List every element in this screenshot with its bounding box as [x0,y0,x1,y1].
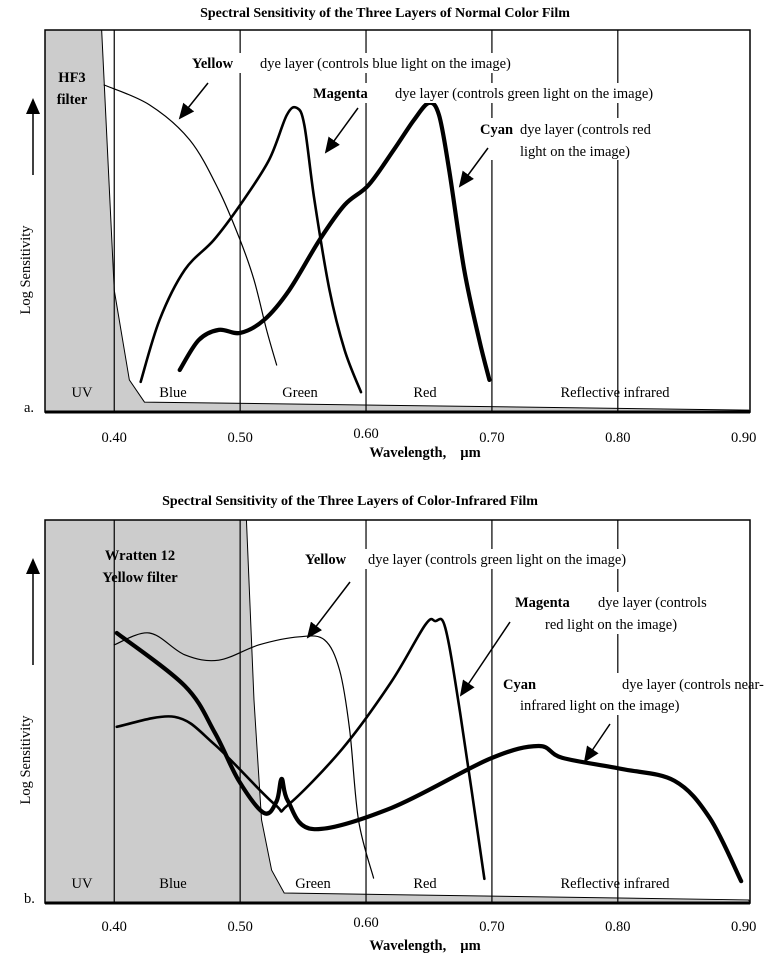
region-label: Blue [159,385,186,401]
filter-label: HF3 [58,70,85,86]
x-tick-label: 0.60 [353,915,378,931]
region-label: Blue [159,876,186,892]
panel-a: Spectral Sensitivity of the Three Layers… [18,6,756,461]
region-label: Red [413,876,437,892]
series-note-cyan: infrared light on the image) [520,698,680,714]
chart-title: Spectral Sensitivity of the Three Layers… [162,494,538,509]
x-tick-label: 0.70 [479,919,504,935]
arrow-cyan [583,723,611,763]
series-label-yellow: Yellow [192,56,234,72]
series-note-cyan: dye layer (controls red [520,122,652,138]
x-tick-label: 0.90 [731,430,756,446]
x-tick-label: 0.40 [102,430,127,446]
series-note-yellow: dye layer (controls blue light on the im… [260,56,511,72]
y-axis-label: Log Sensitivity [18,225,34,315]
filter-label: Yellow filter [102,570,178,586]
filter-label: filter [57,92,88,108]
arrow-magenta [459,621,511,697]
series-label-magenta: Magenta [313,86,369,102]
arrow-yellow [178,82,209,120]
plot-area: 0.40 0.50 0.60 0.70 0.80 0.90 UV Blue Green Red Re… [44,519,756,935]
series-note-magenta: red light on the image) [545,617,677,633]
region-label: UV [72,385,93,401]
series-note-magenta: dye layer (controls green light on the i… [395,86,653,102]
chart-title: Spectral Sensitivity of the Three Layers… [200,6,570,21]
x-tick-label: 0.50 [227,919,252,935]
series-line-magenta [115,617,486,881]
series-line-magenta [139,105,363,394]
series-label-cyan: Cyan [503,677,536,693]
panel-label: a. [24,400,34,416]
plot-area: 0.40 0.50 0.60 0.70 0.80 0.90 UV Blue Green Red Re… [44,29,756,446]
x-tick-label: 0.40 [102,919,127,935]
series-note-cyan: dye layer (controls near- [622,677,764,693]
panel-b: Spectral Sensitivity of the Three Layers… [18,494,764,954]
series-note-yellow: dye layer (controls green light on the i… [368,552,626,568]
series-note-cyan: light on the image) [520,144,630,160]
x-tick-label: 0.80 [605,919,630,935]
region-label: Green [282,385,318,401]
arrow-cyan [458,147,489,188]
series-line-yellow [103,84,278,366]
arrow-yellow [306,581,351,639]
region-label: Reflective infrared [560,876,670,892]
region-label: Red [413,385,437,401]
x-tick-label: 0.60 [353,426,378,442]
region-label: Reflective infrared [560,385,670,401]
series-label-yellow: Yellow [305,552,347,568]
region-label: Green [295,876,331,892]
x-tick-label: 0.70 [479,430,504,446]
x-tick-label: 0.50 [227,430,252,446]
panel-label: b. [24,891,35,907]
x-axis-label: Wavelength, µm [369,938,480,954]
x-axis-label: Wavelength, µm [369,445,480,461]
region-label: UV [72,876,93,892]
series-line-yellow [113,632,375,879]
filter-label: Wratten 12 [105,548,175,564]
x-tick-label: 0.90 [731,919,756,935]
series-label-magenta: Magenta [515,595,571,611]
x-tick-label: 0.80 [605,430,630,446]
series-note-magenta: dye layer (controls [598,595,707,611]
series-line-cyan [177,100,492,383]
arrow-magenta [324,107,359,154]
y-axis-label: Log Sensitivity [18,715,34,805]
series-label-cyan: Cyan [480,122,513,138]
series-line-cyan [114,630,744,884]
